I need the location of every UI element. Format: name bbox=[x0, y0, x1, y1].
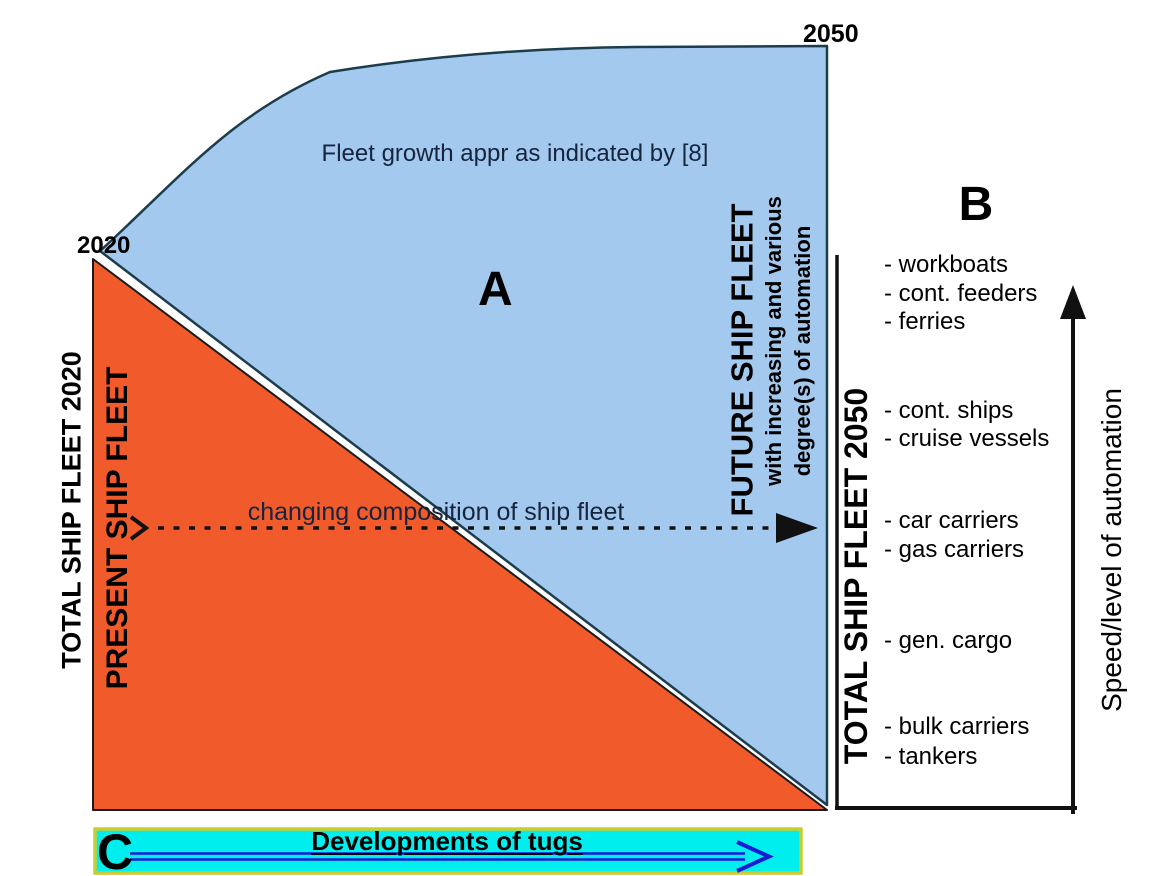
automation-arrowhead-icon bbox=[1060, 285, 1086, 319]
future-ship-fleet-subtitle-2: degree(s) of automation bbox=[790, 225, 815, 477]
fleet-growth-note: Fleet growth appr as indicated by [8] bbox=[321, 140, 709, 167]
ship-type-item: - cont. feeders bbox=[884, 280, 1038, 307]
ship-type-item: - workboats bbox=[884, 251, 1009, 278]
axis-total-ship-fleet-2050: TOTAL SHIP FLEET 2050 bbox=[838, 387, 874, 765]
tug-arrowhead-icon bbox=[736, 840, 774, 873]
present-fleet-area bbox=[92, 258, 828, 811]
year-label-2050: 2050 bbox=[803, 20, 859, 48]
ship-type-item: - cruise vessels bbox=[884, 425, 1050, 452]
region-a-label: A bbox=[478, 263, 513, 316]
transition-arrowhead-icon bbox=[776, 513, 818, 543]
ship-type-item: - car carriers bbox=[884, 507, 1019, 534]
axis-total-ship-fleet-2020: TOTAL SHIP FLEET 2020 bbox=[56, 351, 87, 669]
section-c-label: C bbox=[97, 824, 134, 876]
ship-type-item: - gas carriers bbox=[884, 536, 1025, 563]
tug-developments-title: Developments of tugs bbox=[311, 826, 583, 856]
ship-type-item: - tankers bbox=[884, 743, 978, 770]
future-ship-fleet-subtitle-1: with increasing and various bbox=[761, 196, 786, 486]
transition-arrow-start-chevron-icon bbox=[129, 515, 150, 541]
future-ship-fleet-label: FUTURE SHIP FLEET bbox=[724, 203, 760, 517]
year-label-2020: 2020 bbox=[77, 232, 131, 259]
section-b-label: B bbox=[958, 178, 994, 231]
transition-arrow-label: changing composition of ship fleet bbox=[247, 498, 625, 526]
tug-bar bbox=[93, 827, 803, 875]
ship-type-item: - gen. cargo bbox=[884, 627, 1013, 654]
ship-type-item: - cont. ships bbox=[884, 397, 1014, 424]
ship-type-item: - ferries bbox=[884, 308, 966, 335]
present-ship-fleet-label: PRESENT SHIP FLEET bbox=[101, 366, 134, 690]
ship-type-item: - bulk carriers bbox=[884, 713, 1030, 740]
automation-axis-label: Speed/level of automation bbox=[1096, 388, 1127, 712]
future-fleet-area bbox=[98, 44, 829, 807]
